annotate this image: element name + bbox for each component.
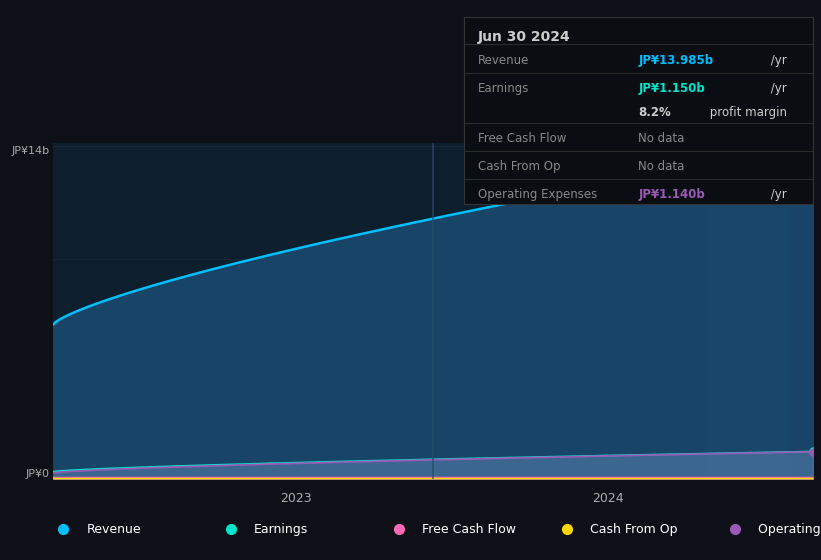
Text: Cash From Op: Cash From Op xyxy=(590,522,677,536)
Text: Earnings: Earnings xyxy=(255,522,309,536)
Text: Revenue: Revenue xyxy=(86,522,141,536)
Text: /yr: /yr xyxy=(768,54,787,67)
Text: JP¥0: JP¥0 xyxy=(25,469,49,479)
Text: /yr: /yr xyxy=(768,82,787,95)
Text: No data: No data xyxy=(639,160,685,173)
Text: Cash From Op: Cash From Op xyxy=(478,160,560,173)
Text: JP¥1.140b: JP¥1.140b xyxy=(639,189,705,202)
Text: Revenue: Revenue xyxy=(478,54,530,67)
Text: Free Cash Flow: Free Cash Flow xyxy=(478,132,566,145)
Text: Operating Expenses: Operating Expenses xyxy=(758,522,821,536)
Text: /yr: /yr xyxy=(768,189,787,202)
Text: 8.2%: 8.2% xyxy=(639,106,671,119)
Text: No data: No data xyxy=(639,132,685,145)
Text: profit margin: profit margin xyxy=(706,106,787,119)
Text: Free Cash Flow: Free Cash Flow xyxy=(422,522,516,536)
Text: Earnings: Earnings xyxy=(478,82,530,95)
Text: Jun 30 2024: Jun 30 2024 xyxy=(478,30,571,44)
Text: JP¥13.985b: JP¥13.985b xyxy=(639,54,713,67)
Bar xyxy=(706,143,790,479)
Text: Operating Expenses: Operating Expenses xyxy=(478,189,597,202)
Text: JP¥1.150b: JP¥1.150b xyxy=(639,82,705,95)
Text: JP¥14b: JP¥14b xyxy=(11,146,49,156)
